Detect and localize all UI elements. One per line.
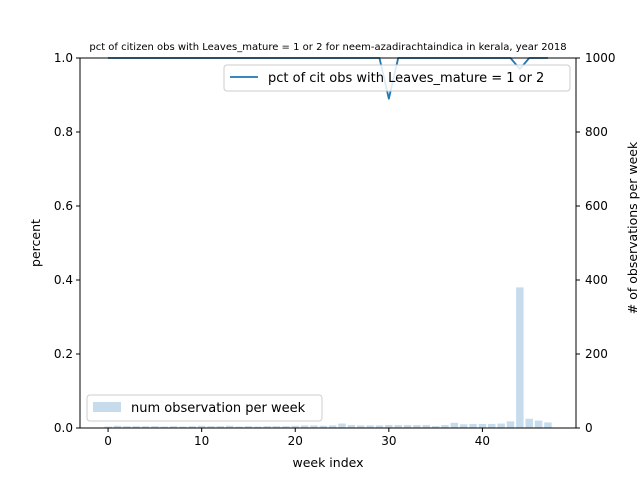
y-left-axis-label: percent	[28, 219, 43, 267]
x-axis-label: week index	[292, 455, 363, 470]
y-left-tick-label: 0.0	[54, 421, 73, 435]
x-tick-label: 0	[104, 434, 112, 448]
bar	[132, 426, 140, 428]
bar	[254, 426, 262, 428]
bar	[357, 425, 365, 428]
bar	[516, 287, 524, 428]
bar	[151, 426, 159, 428]
bar	[375, 425, 384, 428]
y-right-tick-label: 600	[585, 199, 608, 213]
y-left-tick-label: 0.4	[54, 273, 73, 287]
bar	[441, 425, 449, 428]
y-left-tick-label: 0.2	[54, 347, 73, 361]
bar	[478, 423, 487, 428]
y-left-tick-label: 0.6	[54, 199, 73, 213]
bar	[319, 425, 328, 428]
y-right-axis-ticks: 0 200 400 600 800 1000	[576, 51, 616, 435]
x-tick-label: 20	[288, 434, 303, 448]
bar-legend-label: num observation per week	[131, 401, 306, 416]
bar-legend-box	[86, 394, 323, 422]
bar	[450, 422, 459, 428]
bar	[403, 425, 412, 428]
bar	[235, 426, 243, 428]
y-right-tick-label: 0	[585, 421, 593, 435]
line-legend-label: pct of cit obs with Leaves_mature = 1 or…	[268, 71, 544, 86]
bar	[104, 426, 112, 428]
bar	[113, 425, 122, 428]
bar	[225, 425, 234, 428]
y-left-tick-label: 1.0	[54, 51, 73, 65]
bar	[488, 423, 496, 428]
y-right-tick-label: 200	[585, 347, 608, 361]
bar	[534, 420, 543, 428]
bar-legend: num observation per week	[86, 394, 323, 422]
bar	[123, 426, 131, 428]
x-tick-label: 10	[194, 434, 209, 448]
bar	[431, 426, 440, 428]
bar	[169, 426, 178, 428]
bar	[347, 425, 356, 428]
x-axis-ticks: 0 10 20 30 40	[104, 428, 490, 448]
bar	[197, 425, 206, 428]
bar	[263, 426, 271, 428]
bar	[328, 425, 337, 428]
plot-frame	[79, 57, 577, 429]
bars-layer	[104, 287, 552, 428]
bar	[244, 426, 253, 428]
y-right-tick-label: 800	[585, 125, 608, 139]
y-right-axis-label: # of observations per week	[625, 141, 640, 314]
bar	[469, 423, 477, 428]
bar	[525, 418, 533, 428]
y-left-axis-ticks: 0.0 0.2 0.4 0.6 0.8 1.0	[54, 51, 80, 435]
bar	[413, 425, 421, 428]
x-tick-label: 40	[475, 434, 490, 448]
bar	[366, 425, 374, 428]
chart-title: pct of citizen obs with Leaves_mature = …	[89, 42, 566, 53]
bar	[160, 426, 168, 428]
line-legend: pct of cit obs with Leaves_mature = 1 or…	[223, 64, 571, 92]
x-tick-label: 30	[381, 434, 396, 448]
line-legend-box	[223, 64, 571, 92]
bar	[459, 424, 468, 428]
bar	[141, 426, 150, 428]
y-right-tick-label: 400	[585, 273, 608, 287]
bar	[338, 423, 346, 428]
bar	[544, 422, 552, 428]
bar	[216, 426, 225, 428]
bar	[385, 425, 393, 428]
bar	[394, 425, 402, 428]
bar	[291, 425, 299, 428]
bar	[179, 426, 187, 428]
bar	[422, 425, 431, 428]
bar	[272, 426, 281, 428]
bar	[310, 425, 318, 428]
y-left-tick-label: 0.8	[54, 125, 73, 139]
y-right-tick-label: 1000	[585, 51, 616, 65]
bar	[300, 425, 309, 428]
bar	[497, 423, 505, 428]
bar	[282, 426, 290, 428]
bar	[207, 426, 215, 428]
bar	[188, 426, 197, 428]
bar-legend-swatch	[93, 402, 121, 412]
bar	[506, 421, 515, 428]
